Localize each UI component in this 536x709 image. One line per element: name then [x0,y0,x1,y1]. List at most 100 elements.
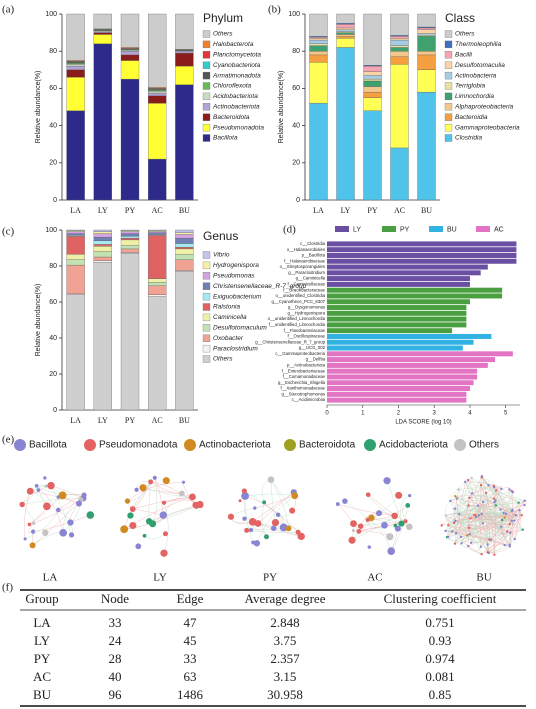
bar-segment [336,34,355,37]
legend-label: Vibrio [213,252,230,259]
bar-segment [363,65,382,72]
network-node [486,543,489,546]
network-node [453,507,456,510]
legend-label: Bacteroidia [455,114,488,121]
bar-segment [66,231,85,234]
network-node [59,529,67,537]
network-node [503,516,506,519]
legend-label: Alphaproteobacteria [454,104,514,111]
legend-label: Exiguobacterium [213,293,262,300]
bar-segment [363,110,382,201]
network-node [459,535,463,539]
bar-segment [175,232,194,235]
lda-bar [327,293,503,299]
table-cell: 2.848 [270,615,299,630]
network [19,476,95,549]
bar-segment [148,232,167,235]
network-edge [261,479,271,503]
network-node [43,476,47,480]
network-edge [465,481,511,533]
x-tick-label: LY [98,416,108,425]
table-cell: 33 [109,615,122,630]
network-edge [488,546,510,554]
network-edge [445,477,472,532]
bar-segment [148,103,167,160]
table-cell: 0.974 [425,651,455,666]
y-tick-label: 100 [288,11,300,18]
y-tick-label: 80 [49,263,57,270]
network-node [19,501,25,508]
network-node [120,525,129,534]
legend-label: Actinobacteriota [212,104,260,111]
network-node [291,492,299,500]
network-edge [25,509,59,540]
network-node [188,493,196,501]
network-node [387,547,396,555]
y-tick-label: 60 [49,85,57,92]
feature-label: g__Hydrogenispora [287,310,325,315]
table-cell: 33 [184,651,197,666]
network-node [68,532,75,538]
network-edge [270,479,276,523]
bar-segment [363,78,382,82]
bar-segment [309,38,328,41]
network-node [29,542,36,549]
lda-bar [327,322,467,328]
bar-segment [148,294,167,297]
legend-swatch [202,324,211,332]
feature-label: o__Halanaerobiales [287,247,325,252]
legend-swatch [202,113,211,121]
network-node [514,513,517,517]
feature-label: g__Caminicella [296,276,326,281]
network-node [58,491,67,500]
network-node [500,487,503,491]
lda-bar [327,264,488,270]
bar-segment [309,13,328,37]
network-node [457,488,460,491]
table-cell: 3.75 [274,633,297,648]
legend-swatch [444,113,453,121]
network [227,476,305,547]
network-node [67,519,74,526]
legend-dot [454,439,466,451]
bar-segment [120,248,140,253]
network-node [42,529,49,536]
feature-label: g__Christensenellaceae_R_7_group [255,339,325,344]
network-node [394,525,401,532]
network-edge [511,490,513,521]
feature-label: f__Halanaerobiaceae [284,258,325,263]
network-node [494,489,498,492]
bar-segment [417,29,436,34]
network-node [499,508,502,511]
bar-segment [93,244,112,247]
legend-label: Desulfotomaculia [455,62,505,69]
bar-segment [66,77,85,111]
legend-label: Armatimonadota [212,72,261,79]
network-node [492,484,495,487]
x-tick-label: AC [394,206,405,215]
network-edge [467,490,512,536]
table-header: Node [101,591,129,606]
bar-segment [336,27,355,30]
bar-segment [336,32,355,35]
network-node [511,490,515,494]
lda-bar [327,310,467,316]
bar-segment [148,282,167,286]
network-label: BU [476,572,491,584]
network-node [375,510,383,517]
legend-title: Genus [203,229,238,243]
bar-segment [175,248,194,255]
legend-label: LY [353,226,361,233]
x-tick-label: 0 [325,411,329,417]
bar-segment [309,103,328,201]
bar-segment [175,246,194,250]
network-node [342,498,348,504]
legend-swatch [335,226,349,232]
network-edge [455,490,497,534]
bar-segment [390,56,409,65]
legend-swatch [202,82,211,90]
network-node [398,520,405,527]
network-node [357,523,364,529]
feature-label: p__Actinobacteriota [287,363,326,368]
network-node [44,484,48,488]
